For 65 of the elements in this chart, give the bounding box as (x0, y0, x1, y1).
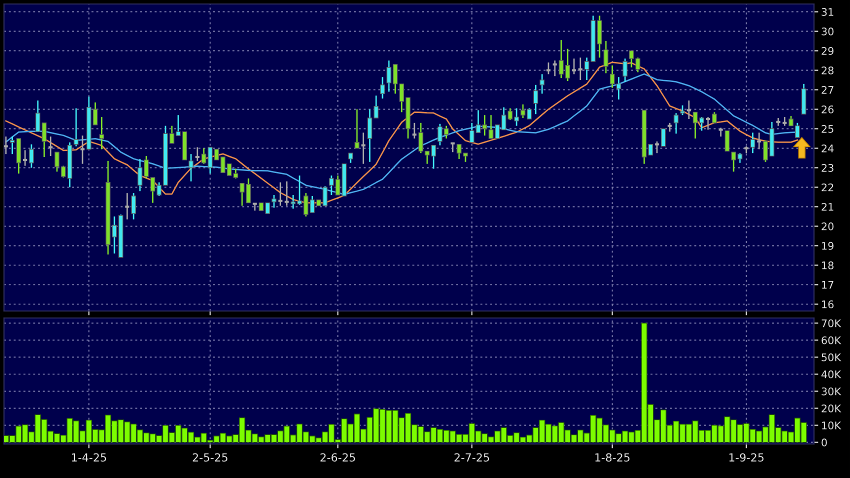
candlestick (42, 122, 47, 158)
y-tick-label: 17 (822, 281, 834, 289)
candlestick (450, 142, 456, 153)
candlestick (616, 76, 622, 100)
y-tick-label: 25 (822, 124, 834, 133)
y-tick-label: 60K (822, 336, 842, 344)
candlestick (284, 180, 290, 206)
candlestick (74, 108, 79, 147)
candlestick (4, 136, 9, 155)
y-tick-label: 20K (822, 404, 842, 412)
y-tick-label: 70K (822, 319, 842, 328)
y-tick-label: 29 (822, 47, 834, 55)
candlestick (201, 148, 206, 165)
y-tick-label: 26 (822, 105, 834, 114)
x-tick-label: 2-5-25 (192, 453, 228, 462)
candlestick (692, 111, 698, 140)
candlestick (724, 130, 730, 152)
y-tick-label: 31 (822, 8, 834, 16)
y-tick-label: 30 (822, 28, 834, 36)
x-tick-label: 2-6-25 (320, 453, 356, 462)
y-tick-label: 10K (822, 421, 842, 430)
y-tick-label: 30K (822, 387, 842, 396)
candlestick (540, 73, 544, 94)
candlestick (188, 153, 194, 182)
y-tick-label: 27 (822, 86, 834, 94)
candlestick (622, 58, 628, 83)
candlestick (418, 122, 424, 154)
candlestick (533, 84, 538, 115)
candlestick (131, 192, 136, 220)
candlestick (10, 136, 15, 155)
y-tick-label: 0 (822, 438, 827, 446)
candlestick (584, 56, 590, 81)
y-tick-label: 24 (822, 144, 834, 152)
candlestick (674, 112, 679, 134)
candlestick (750, 132, 756, 154)
candlestick (35, 100, 40, 132)
y-tick-label: 16 (822, 300, 834, 308)
candlestick (99, 116, 104, 150)
candlestick (124, 192, 130, 220)
candlestick (680, 104, 685, 116)
candlestick (29, 144, 34, 168)
y-tick-label: 18 (822, 261, 834, 270)
candlestick (610, 64, 615, 89)
x-tick-label: 1-4-25 (72, 453, 106, 462)
y-tick-label: 40K (821, 370, 842, 378)
candlestick (380, 76, 385, 100)
y-tick-label: 21 (822, 202, 834, 211)
y-tick-label: 20 (822, 222, 834, 230)
candlestick (660, 128, 666, 147)
x-tick-label: 2-7-25 (454, 453, 490, 462)
candlestick (348, 152, 353, 164)
candlestick (233, 168, 238, 180)
candlestick (272, 194, 276, 208)
candlestick (699, 116, 704, 132)
y-tick-label: 19 (822, 242, 834, 250)
y-tick-label: 28 (822, 66, 834, 74)
candlestick (604, 40, 608, 74)
candlestick (712, 111, 717, 124)
candlestick (552, 60, 558, 77)
x-tick-label: 1-9-25 (729, 453, 764, 462)
y-tick-label: 22 (822, 183, 834, 192)
candlestick (354, 108, 360, 149)
x-tick-label: 1-8-25 (595, 453, 630, 462)
y-tick-label: 23 (822, 164, 834, 172)
y-tick-label: 50K (822, 353, 842, 362)
